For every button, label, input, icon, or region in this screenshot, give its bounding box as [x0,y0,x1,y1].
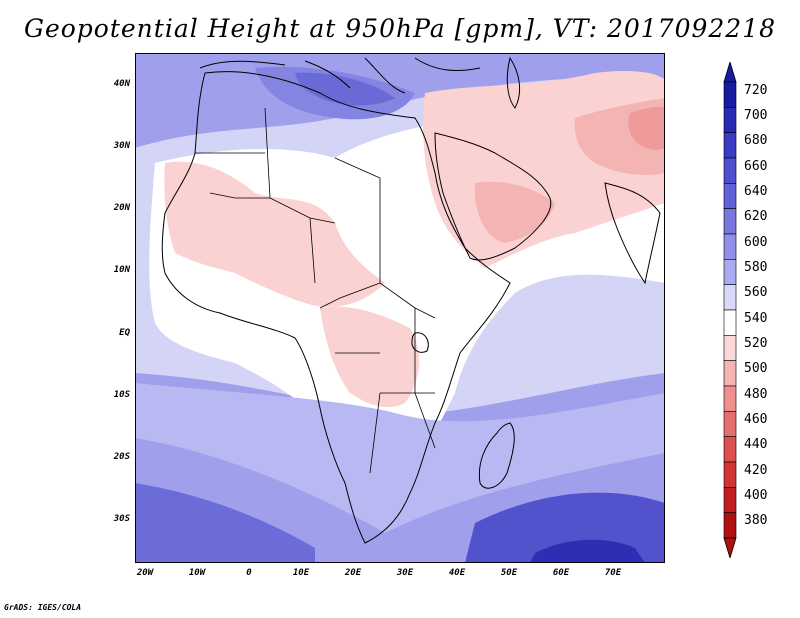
colorbar-level-label: 460 [744,412,767,427]
colorbar-top-arrow [724,62,736,82]
lon-label-0: 0 [229,568,269,578]
colorbar-bottom-arrow [724,538,736,558]
colorbar-segment [724,462,736,487]
colorbar-segment [724,107,736,132]
grads-credit: GrADS: IGES/COLA [4,603,81,612]
lat-label-10s: 10S [94,390,130,400]
lat-label-40n: 40N [94,79,130,89]
colorbar-segment [724,209,736,234]
colorbar-segment [724,437,736,462]
colorbar-level-label: 660 [744,159,767,174]
colorbar-segment [724,82,736,107]
colorbar-segment [724,487,736,512]
colorbar-level-label: 380 [744,513,767,528]
colorbar-level-label: 540 [744,311,767,326]
chart-title: Geopotential Height at 950hPa [gpm], VT:… [0,14,800,43]
colorbar-level-label: 680 [744,133,767,148]
colorbar-level-label: 600 [744,235,767,250]
lat-label-20n: 20N [94,203,130,213]
colorbar-level-label: 480 [744,387,767,402]
map-frame [135,53,665,563]
colorbar-level-label: 580 [744,260,767,275]
colorbar-segment [724,513,736,538]
colorbar-segment [724,285,736,310]
colorbar-segment [724,158,736,183]
colorbar-segment [724,133,736,158]
lon-label-20e: 20E [333,568,373,578]
lon-label-10w: 10W [177,568,217,578]
lon-label-70e: 70E [593,568,633,578]
colorbar-segment [724,310,736,335]
lat-label-10n: 10N [94,265,130,275]
colorbar-level-label: 520 [744,336,767,351]
colorbar-segment [724,183,736,208]
colorbar-segment [724,361,736,386]
colorbar-level-label: 720 [744,83,767,98]
lon-label-50e: 50E [489,568,529,578]
colorbar-level-label: 560 [744,285,767,300]
lon-label-20w: 20W [125,568,165,578]
colorbar-level-label: 500 [744,361,767,376]
colorbar-segment [724,411,736,436]
colorbar-segment [724,335,736,360]
lon-label-40e: 40E [437,568,477,578]
colorbar-segment [724,259,736,284]
colorbar-level-label: 640 [744,184,767,199]
colorbar-level-label: 440 [744,437,767,452]
lon-label-30e: 30E [385,568,425,578]
colorbar-level-label: 400 [744,488,767,503]
lat-label-30s: 30S [94,514,130,524]
lat-label-30n: 30N [94,141,130,151]
lon-label-60e: 60E [541,568,581,578]
colorbar-segment [724,386,736,411]
lat-label-eq: EQ [94,328,130,338]
colorbar-level-label: 700 [744,108,767,123]
lat-label-20s: 20S [94,452,130,462]
colorbar-level-label: 420 [744,463,767,478]
colorbar-level-label: 620 [744,209,767,224]
geopotential-map [135,53,665,563]
lon-label-10e: 10E [281,568,321,578]
colorbar-segment [724,234,736,259]
